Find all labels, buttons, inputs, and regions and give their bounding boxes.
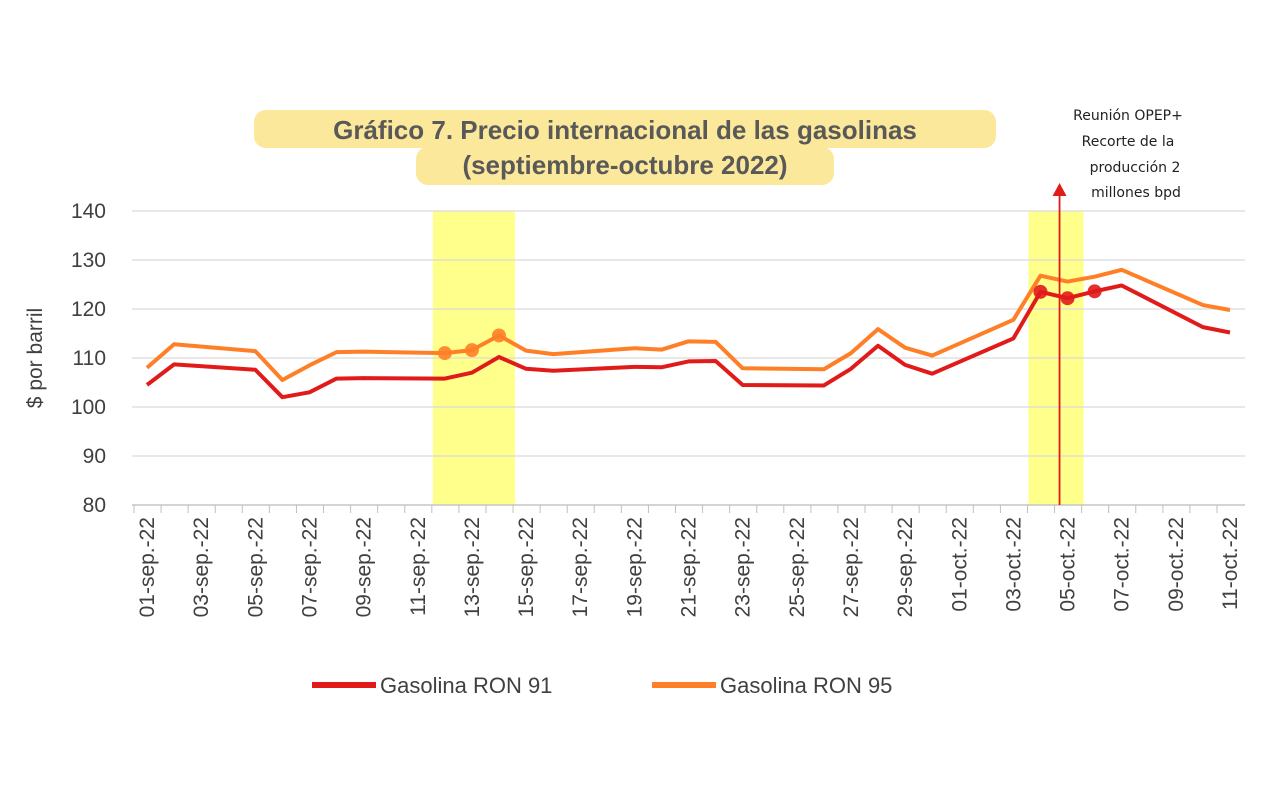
x-tick-label: 11-oct.-22 — [1219, 517, 1242, 610]
data-point-ron91 — [1060, 291, 1075, 306]
data-point-ron95 — [464, 343, 479, 358]
y-tick-label-100: 100 — [71, 396, 106, 419]
x-tick-label: 03-oct.-22 — [1002, 517, 1025, 612]
annotation-text-line: Recorte de la — [1082, 134, 1175, 150]
chart-title: Gráfico 7. Precio internacional de las g… — [333, 115, 917, 145]
title-highlight — [254, 110, 996, 148]
y-axis-label: $ por barril — [24, 308, 47, 408]
legend-label-ron95: Gasolina RON 95 — [720, 673, 892, 698]
x-tick-label: 15-sep.-22 — [515, 517, 538, 617]
chart-subtitle: (septiembre-octubre 2022) — [462, 150, 787, 180]
x-tick-label: 05-oct.-22 — [1057, 517, 1080, 612]
x-tick-label: 27-sep.-22 — [840, 517, 863, 617]
x-tick-label: 11-sep.-22 — [407, 517, 430, 616]
x-tick-label: 21-sep.-22 — [678, 517, 701, 617]
annotation-text-line: Reunión OPEP+ — [1073, 108, 1183, 124]
x-tick-label: 09-sep.-22 — [353, 517, 376, 617]
x-tick-label: 01-oct.-22 — [948, 517, 971, 612]
x-tick-label: 17-sep.-22 — [569, 517, 592, 617]
data-point-ron91 — [1087, 284, 1102, 299]
y-tick-label-90: 90 — [83, 445, 106, 468]
x-tick-label: 13-sep.-22 — [461, 517, 484, 617]
x-tick-label: 05-sep.-22 — [244, 517, 267, 617]
subtitle-highlight — [416, 147, 834, 185]
data-point-ron91 — [1033, 284, 1048, 299]
data-point-ron95 — [437, 346, 452, 361]
data-point-ron95 — [491, 328, 506, 343]
y-tick-label-140: 140 — [71, 200, 106, 223]
x-tick-label: 01-sep.-22 — [136, 517, 159, 617]
series-line-ron95 — [145, 267, 1231, 383]
annotation-text-line: producción 2 — [1090, 160, 1181, 176]
x-tick-label: 29-sep.-22 — [894, 517, 917, 617]
legend-label-ron91: Gasolina RON 91 — [380, 673, 552, 698]
y-tick-label-80: 80 — [83, 494, 106, 517]
annotation-arrow-icon — [1052, 183, 1067, 196]
y-tick-label-120: 120 — [71, 298, 106, 321]
x-tick-label: 19-sep.-22 — [623, 517, 646, 617]
x-tick-label: 09-oct.-22 — [1165, 517, 1188, 612]
y-tick-label-130: 130 — [71, 249, 106, 272]
legend: Gasolina RON 91 Gasolina RON 95 — [312, 673, 892, 698]
x-axis: 01-sep.-22 03-sep.-22 05-sep.-22 07-sep.-22… — [132, 504, 1245, 617]
series-lines — [145, 267, 1231, 400]
x-tick-label: 03-sep.-22 — [190, 517, 213, 617]
y-axis: 80 90 100 110 120 130 140 — [71, 200, 106, 517]
x-tick-label: 23-sep.-22 — [732, 517, 755, 617]
x-tick-label: 07-oct.-22 — [1111, 517, 1134, 612]
x-tick-label: 25-sep.-22 — [786, 517, 809, 617]
annotation: Reunión OPEP+ Recorte de la producción 2 mi… — [1052, 108, 1183, 505]
annotation-text-line: millones bpd — [1091, 185, 1181, 201]
x-tick-label: 07-sep.-22 — [298, 517, 321, 617]
series-line-ron91 — [145, 283, 1231, 400]
y-tick-label-110: 110 — [73, 347, 106, 370]
